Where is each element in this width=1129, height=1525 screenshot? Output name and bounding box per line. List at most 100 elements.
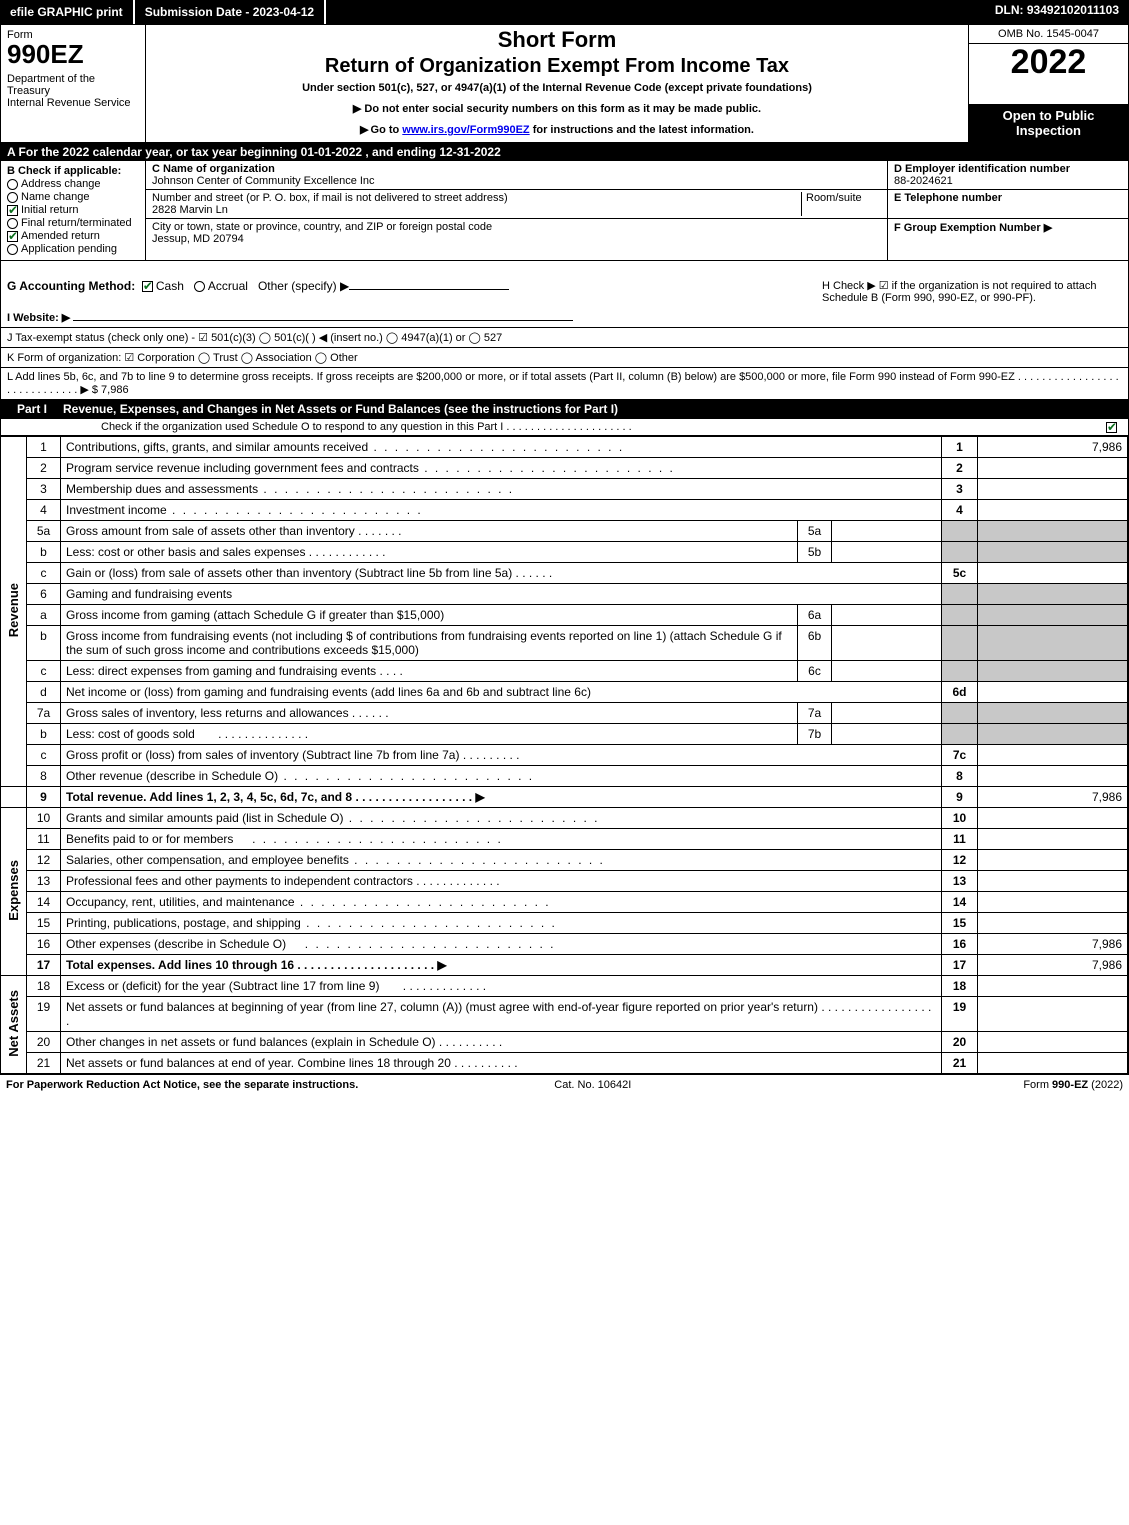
form-number: 990EZ: [7, 41, 139, 67]
footer-left: For Paperwork Reduction Act Notice, see …: [6, 1079, 358, 1091]
line-17-desc: Total expenses. Add lines 10 through 16 …: [61, 955, 942, 976]
line-7c-desc: Gross profit or (loss) from sales of inv…: [61, 745, 942, 766]
chk-amended-return[interactable]: Amended return: [7, 230, 139, 242]
form-header: Form 990EZ Department of the Treasury In…: [1, 25, 1128, 143]
line-12-desc: Salaries, other compensation, and employ…: [61, 850, 942, 871]
efile-print-button[interactable]: efile GRAPHIC print: [0, 0, 135, 24]
cat-expenses: Expenses: [1, 808, 27, 976]
city-label: City or town, state or province, country…: [152, 221, 492, 233]
line-13-desc: Professional fees and other payments to …: [61, 871, 942, 892]
line-1-num: 1: [27, 437, 61, 458]
cell-c-name: C Name of organization Johnson Center of…: [146, 161, 888, 190]
line-1-desc: Contributions, gifts, grants, and simila…: [61, 437, 942, 458]
omb-number: OMB No. 1545-0047: [969, 25, 1128, 44]
line-6b-desc: Gross income from fundraising events (no…: [61, 626, 798, 661]
cell-c-city: City or town, state or province, country…: [146, 219, 888, 260]
line-17-val: 7,986: [978, 955, 1128, 976]
form-container: Form 990EZ Department of the Treasury In…: [0, 24, 1129, 1075]
row-i: I Website: ▶: [1, 308, 1128, 327]
line-19-desc: Net assets or fund balances at beginning…: [61, 997, 942, 1032]
line-1-col: 1: [942, 437, 978, 458]
line-1-val: 7,986: [978, 437, 1128, 458]
submission-date-button[interactable]: Submission Date - 2023-04-12: [135, 0, 326, 24]
chk-final-return[interactable]: Final return/terminated: [7, 217, 139, 229]
line-8-desc: Other revenue (describe in Schedule O): [61, 766, 942, 787]
c-name-label: C Name of organization: [152, 163, 275, 175]
col-b: B Check if applicable: Address change Na…: [1, 161, 146, 260]
header-left: Form 990EZ Department of the Treasury In…: [1, 25, 146, 142]
line-5b-desc: Less: cost or other basis and sales expe…: [61, 542, 798, 563]
line-16-desc: Other expenses (describe in Schedule O): [61, 934, 942, 955]
line-10-desc: Grants and similar amounts paid (list in…: [61, 808, 942, 829]
part-i-header: Part I Revenue, Expenses, and Changes in…: [1, 399, 1128, 419]
chk-address-change[interactable]: Address change: [7, 178, 139, 190]
cell-e: E Telephone number: [888, 190, 1128, 219]
line-21-desc: Net assets or fund balances at end of ye…: [61, 1053, 942, 1074]
city-value: Jessup, MD 20794: [152, 233, 244, 245]
part-i-label: Part I: [9, 402, 55, 416]
chk-schedule-o[interactable]: [1106, 422, 1117, 433]
e-label: E Telephone number: [894, 192, 1002, 204]
chk-cash[interactable]: [142, 281, 153, 292]
chk-accrual[interactable]: [194, 281, 205, 292]
line-6d-desc: Net income or (loss) from gaming and fun…: [61, 682, 942, 703]
line-20-desc: Other changes in net assets or fund bala…: [61, 1032, 942, 1053]
row-l: L Add lines 5b, 6c, and 7b to line 9 to …: [1, 368, 1128, 399]
addr-label: Number and street (or P. O. box, if mail…: [152, 192, 508, 204]
line-6-desc: Gaming and fundraising events: [61, 584, 942, 605]
row-a: A For the 2022 calendar year, or tax yea…: [1, 143, 1128, 161]
line-7b-desc: Less: cost of goods sold . . . . . . . .…: [61, 724, 798, 745]
dept-label: Department of the Treasury Internal Reve…: [7, 73, 139, 109]
form-warn2: Go to www.irs.gov/Form990EZ for instruct…: [154, 123, 960, 136]
header-right: OMB No. 1545-0047 2022 Open to Public In…: [968, 25, 1128, 142]
row-gh: G Accounting Method: Cash Accrual Other …: [1, 275, 1128, 308]
line-4-desc: Investment income: [61, 500, 942, 521]
h-check: H Check ▶ ☑ if the organization is not r…: [822, 279, 1122, 304]
public-inspection: Open to Public Inspection: [969, 104, 1128, 142]
f-label: F Group Exemption Number ▶: [894, 222, 1052, 234]
tax-year: 2022: [969, 44, 1128, 81]
chk-name-change[interactable]: Name change: [7, 191, 139, 203]
col-cdef: C Name of organization Johnson Center of…: [146, 161, 1128, 260]
org-name: Johnson Center of Community Excellence I…: [152, 175, 375, 187]
line-14-desc: Occupancy, rent, utilities, and maintena…: [61, 892, 942, 913]
line-15-desc: Printing, publications, postage, and shi…: [61, 913, 942, 934]
top-bar: efile GRAPHIC print Submission Date - 20…: [0, 0, 1129, 24]
section-bcdef: B Check if applicable: Address change Na…: [1, 161, 1128, 261]
form-title: Short Form: [154, 27, 960, 53]
line-6c-desc: Less: direct expenses from gaming and fu…: [61, 661, 798, 682]
footer-right: Form 990-EZ (2022): [1023, 1079, 1123, 1091]
line-3-desc: Membership dues and assessments: [61, 479, 942, 500]
row-k: K Form of organization: ☑ Corporation ◯ …: [1, 347, 1128, 368]
lines-table: Revenue 1 Contributions, gifts, grants, …: [1, 436, 1128, 1074]
footer-mid: Cat. No. 10642I: [554, 1079, 631, 1091]
g-accounting: G Accounting Method: Cash Accrual Other …: [7, 279, 822, 304]
row-j: J Tax-exempt status (check only one) - ☑…: [1, 327, 1128, 347]
line-16-val: 7,986: [978, 934, 1128, 955]
cat-revenue: Revenue: [1, 437, 27, 787]
addr-value: 2828 Marvin Ln: [152, 204, 228, 216]
cell-d: D Employer identification number 88-2024…: [888, 161, 1128, 190]
form-subtitle: Return of Organization Exempt From Incom…: [154, 55, 960, 78]
irs-link[interactable]: www.irs.gov/Form990EZ: [402, 124, 529, 136]
line-5a-desc: Gross amount from sale of assets other t…: [61, 521, 798, 542]
d-label: D Employer identification number: [894, 163, 1070, 175]
line-2-desc: Program service revenue including govern…: [61, 458, 942, 479]
line-18-desc: Excess or (deficit) for the year (Subtra…: [61, 976, 942, 997]
part-i-title: Revenue, Expenses, and Changes in Net As…: [63, 402, 618, 416]
header-mid: Short Form Return of Organization Exempt…: [146, 25, 968, 142]
footer: For Paperwork Reduction Act Notice, see …: [0, 1075, 1129, 1095]
form-under: Under section 501(c), 527, or 4947(a)(1)…: [154, 82, 960, 94]
chk-initial-return[interactable]: Initial return: [7, 204, 139, 216]
form-warn1: ▶ Do not enter social security numbers o…: [154, 102, 960, 115]
ein-value: 88-2024621: [894, 175, 953, 187]
part-i-check: Check if the organization used Schedule …: [1, 419, 1128, 436]
chk-application-pending[interactable]: Application pending: [7, 243, 139, 255]
cell-f: F Group Exemption Number ▶: [888, 219, 1128, 260]
line-9-desc: Total revenue. Add lines 1, 2, 3, 4, 5c,…: [61, 787, 942, 808]
line-11-desc: Benefits paid to or for members: [61, 829, 942, 850]
line-6a-desc: Gross income from gaming (attach Schedul…: [61, 605, 798, 626]
cat-netassets: Net Assets: [1, 976, 27, 1074]
line-5c-desc: Gain or (loss) from sale of assets other…: [61, 563, 942, 584]
line-9-val: 7,986: [978, 787, 1128, 808]
